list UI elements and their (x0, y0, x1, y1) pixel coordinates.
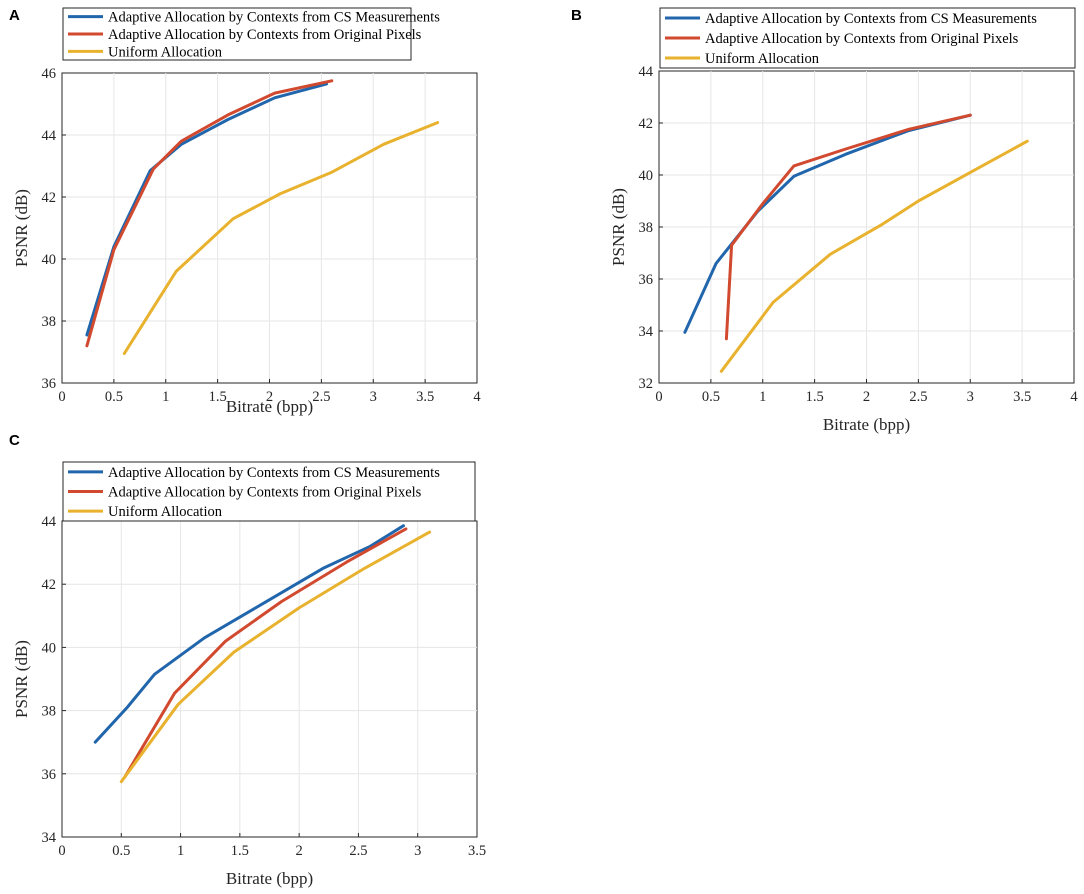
y-tick-label: 42 (639, 116, 654, 132)
series-line-original-pixels (85, 79, 334, 348)
series-line-original-pixels (724, 113, 972, 341)
series-line-cs-measurements (93, 524, 405, 744)
x-tick-label: 1.5 (209, 389, 227, 405)
x-tick-label: 2 (296, 843, 303, 859)
x-tick-label: 1 (162, 389, 169, 405)
x-tick-label: 3.5 (468, 843, 486, 859)
y-tick-label: 46 (42, 66, 57, 82)
x-tick-label: 0 (655, 389, 662, 405)
x-tick-label: 3 (414, 843, 421, 859)
series-line-uniform (719, 139, 1029, 373)
x-tick-label: 0.5 (105, 389, 123, 405)
legend-entry-label: Adaptive Allocation by Contexts from CS … (108, 10, 440, 26)
x-tick-label: 3 (967, 389, 974, 405)
y-tick-label: 34 (42, 830, 57, 846)
x-tick-label: 2.5 (312, 389, 330, 405)
series-line-uniform (122, 121, 440, 355)
y-axis-title: PSNR (dB) (12, 189, 31, 267)
chart-panel-a: A 0 0.5 1 1.5 2 2.5 3 3.5 4 36 38 40 42 44 46 Bitrate (b… (9, 7, 481, 416)
x-axis-title: Bitrate (bpp) (226, 397, 313, 416)
x-tick-label: 2 (266, 389, 273, 405)
legend-a: Adaptive Allocation by Contexts from CS … (62, 7, 440, 61)
panel-label-a: A (9, 7, 20, 24)
x-tick-label: 3.5 (416, 389, 434, 405)
legend-entry-label: Uniform Allocation (705, 51, 820, 67)
y-tick-label: 42 (42, 577, 57, 593)
legend-box (62, 461, 476, 522)
y-tick-label: 40 (639, 168, 654, 184)
y-tick-label: 36 (42, 376, 57, 392)
legend-c: Adaptive Allocation by Contexts from CS … (62, 461, 476, 522)
panel-label-b: B (571, 7, 582, 24)
legend-b: Adaptive Allocation by Contexts from CS … (659, 7, 1076, 69)
legend-box (659, 7, 1076, 69)
x-tick-label: 0 (58, 389, 65, 405)
x-tick-label: 3.5 (1013, 389, 1031, 405)
x-tick-label: 0 (58, 843, 65, 859)
x-tick-label: 2.5 (349, 843, 367, 859)
x-tick-label: 1 (759, 389, 766, 405)
x-tick-label: 2 (863, 389, 870, 405)
x-axis-title: Bitrate (bpp) (823, 415, 910, 434)
y-tick-label: 36 (639, 272, 654, 288)
legend-entry-label: Adaptive Allocation by Contexts from Ori… (108, 27, 422, 43)
legend-entry-label: Adaptive Allocation by Contexts from Ori… (705, 31, 1019, 47)
x-tick-label: 1.5 (806, 389, 824, 405)
y-tick-label: 32 (639, 376, 654, 392)
x-tick-label: 2.5 (909, 389, 927, 405)
x-tick-label: 0.5 (112, 843, 130, 859)
x-tick-label: 1.5 (231, 843, 249, 859)
y-tick-label: 44 (42, 514, 57, 530)
series-line-original-pixels (123, 527, 408, 779)
panel-label-c: C (9, 432, 20, 449)
y-tick-label: 40 (42, 640, 57, 656)
legend-box (62, 7, 412, 61)
chart-panel-b: B 0 0.5 1 1.5 2 2.5 3 3.5 4 32 34 36 38 40 42 44 Bitrate … (571, 7, 1078, 434)
x-tick-label: 3 (370, 389, 377, 405)
legend-entry-label: Adaptive Allocation by Contexts from CS … (108, 465, 440, 481)
x-tick-label: 4 (473, 389, 481, 405)
legend-entry-label: Adaptive Allocation by Contexts from CS … (705, 11, 1037, 27)
series-line-uniform (119, 530, 432, 784)
y-tick-label: 42 (42, 190, 57, 206)
y-tick-label: 36 (42, 767, 57, 783)
x-tick-label: 1 (177, 843, 184, 859)
y-tick-label: 44 (42, 128, 57, 144)
y-tick-label: 40 (42, 252, 57, 268)
plot-area-c (61, 520, 478, 838)
y-tick-label: 38 (639, 220, 654, 236)
x-tick-label: 0.5 (702, 389, 720, 405)
y-axis-title: PSNR (dB) (609, 188, 628, 266)
y-tick-label: 44 (639, 64, 654, 80)
x-axis-title: Bitrate (bpp) (226, 869, 313, 888)
legend-entry-label: Uniform Allocation (108, 504, 223, 520)
x-tick-label: 4 (1070, 389, 1078, 405)
y-tick-label: 34 (639, 324, 654, 340)
legend-entry-label: Adaptive Allocation by Contexts from Ori… (108, 485, 422, 501)
y-tick-label: 38 (42, 704, 57, 720)
chart-panel-c: C 0 0.5 1 1.5 2 2.5 3 3.5 34 36 38 40 42 44 Bitrate (bp… (9, 432, 486, 888)
legend-entry-label: Uniform Allocation (108, 44, 223, 60)
y-axis-title: PSNR (dB) (12, 640, 31, 718)
y-tick-label: 38 (42, 314, 57, 330)
